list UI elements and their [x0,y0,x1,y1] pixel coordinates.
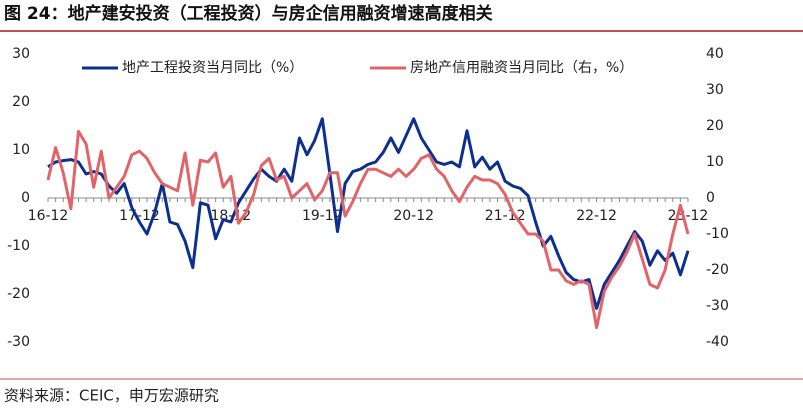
chart-title: 图 24：地产建安投资（工程投资）与房企信用融资增速高度相关 [4,3,493,24]
y-tick-label: 20 [12,94,30,110]
y-tick-label: 0 [21,190,30,206]
y2-tick-label: -20 [706,262,729,278]
y2-tick-label: -40 [706,334,729,350]
y2-tick-label: -30 [706,298,729,314]
y2-tick-label: 10 [706,154,724,170]
y2-tick-label: 20 [706,118,724,134]
x-tick-label: 19-12 [302,208,343,224]
y-tick-label: 10 [12,142,30,158]
y-tick-label: -20 [7,286,30,302]
y-tick-label: -30 [7,334,30,350]
y2-tick-label: 0 [706,190,715,206]
x-tick-label: 20-12 [393,208,434,224]
y2-tick-label: 40 [706,46,724,62]
source: 资料来源：CEIC，申万宏源研究 [4,387,219,405]
y2-tick-label: -10 [706,226,729,242]
legend-label: 地产工程投资当月同比（%） [122,60,303,76]
legend-label: 房地产信用融资当月同比（右，%） [410,60,633,76]
x-tick-label: 23-12 [668,208,709,224]
series-line [46,129,690,330]
x-tick-label: 17-12 [119,208,160,224]
y-tick-label: 30 [12,46,30,62]
y-tick-label: -10 [7,238,30,254]
x-tick-label: 22-12 [576,208,617,224]
x-tick-label: 21-12 [485,208,526,224]
y2-tick-label: 30 [706,82,724,98]
x-tick-label: 16-12 [28,208,69,224]
